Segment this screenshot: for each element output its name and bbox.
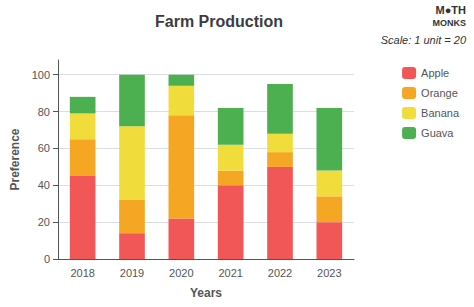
- svg-text:Apple: Apple: [421, 67, 449, 79]
- svg-text:2019: 2019: [120, 267, 144, 279]
- svg-text:2018: 2018: [70, 267, 94, 279]
- svg-text:Orange: Orange: [421, 87, 458, 99]
- svg-text:2022: 2022: [268, 267, 292, 279]
- svg-text:Farm Production: Farm Production: [155, 13, 283, 30]
- svg-text:80: 80: [38, 106, 50, 118]
- svg-text:Years: Years: [190, 286, 222, 300]
- svg-text:60: 60: [38, 142, 50, 154]
- svg-text:0: 0: [44, 253, 50, 265]
- svg-text:100: 100: [32, 69, 50, 81]
- svg-text:2020: 2020: [169, 267, 193, 279]
- svg-text:2021: 2021: [218, 267, 242, 279]
- svg-text:M●TH: M●TH: [436, 4, 467, 16]
- svg-text:20: 20: [38, 216, 50, 228]
- svg-text:Banana: Banana: [421, 107, 460, 119]
- svg-text:MONKS: MONKS: [433, 18, 467, 28]
- svg-text:Guava: Guava: [421, 127, 454, 139]
- svg-text:2023: 2023: [317, 267, 341, 279]
- svg-text:40: 40: [38, 179, 50, 191]
- svg-text:Scale: 1 unit = 20: Scale: 1 unit = 20: [381, 34, 467, 46]
- svg-text:Preference: Preference: [8, 128, 22, 190]
